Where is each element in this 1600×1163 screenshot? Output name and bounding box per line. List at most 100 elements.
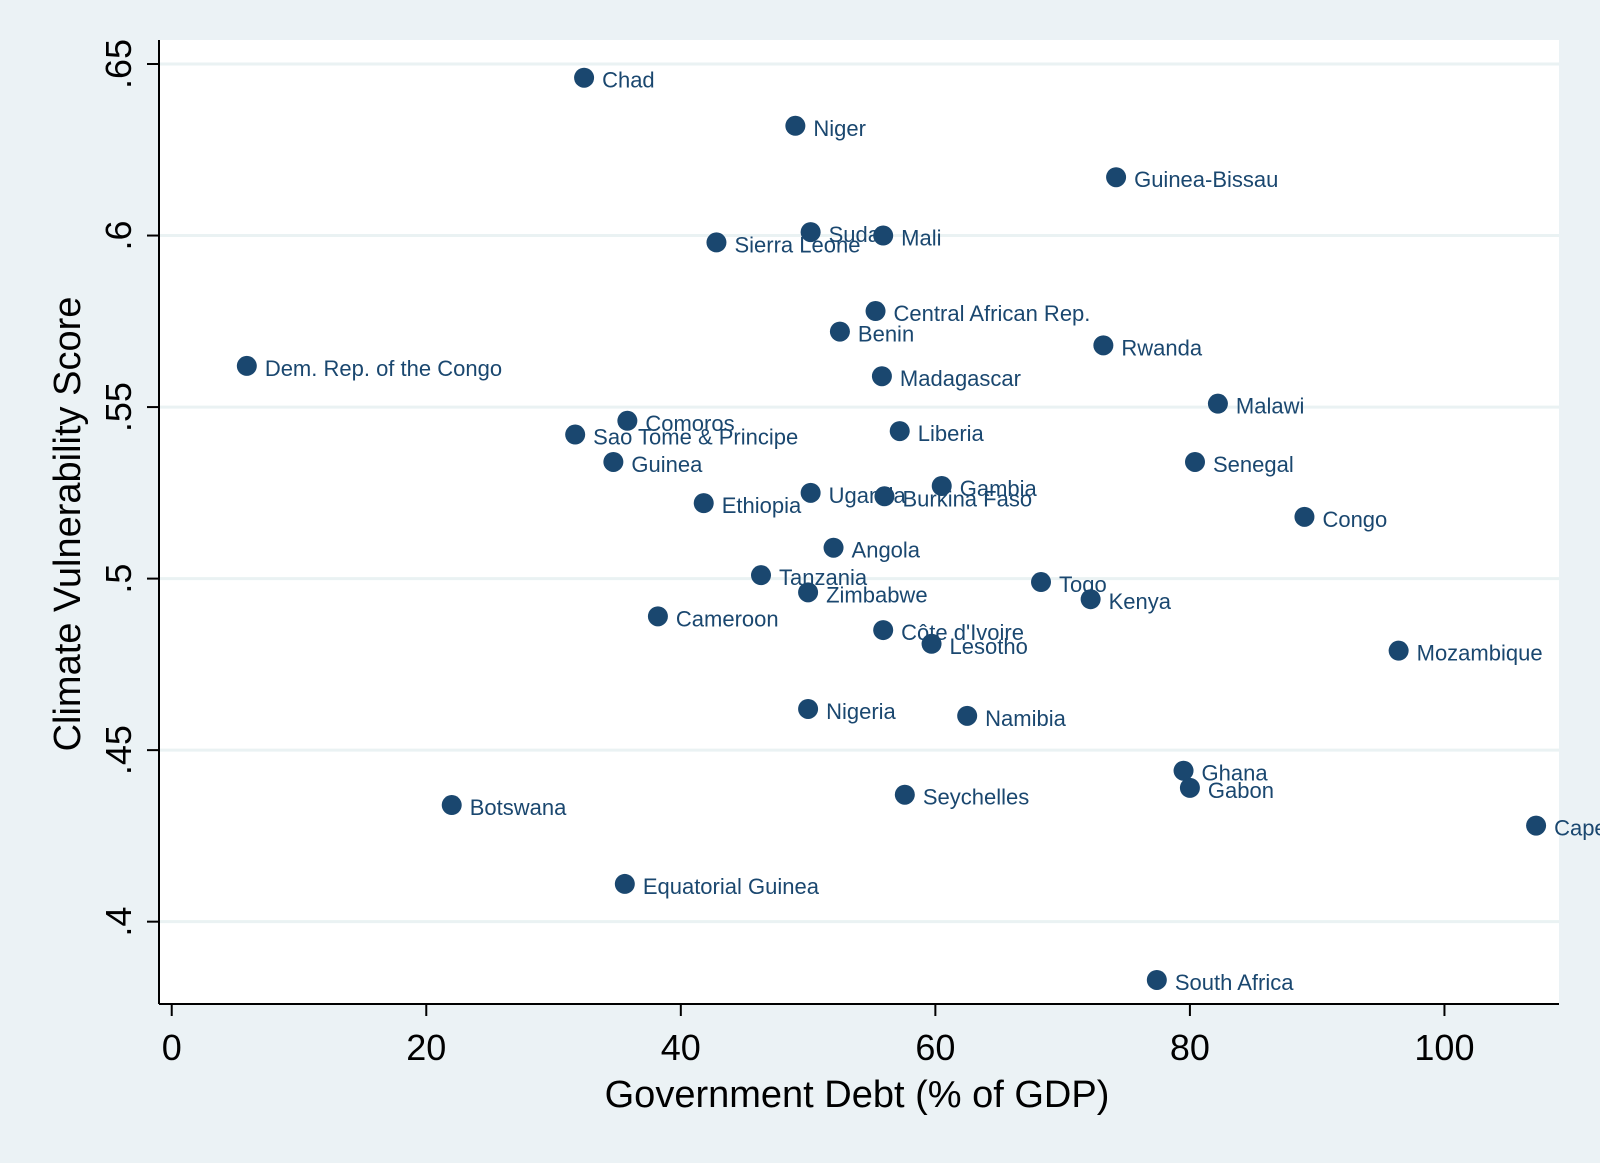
point-marker bbox=[874, 486, 895, 507]
point-label: Burkina Faso bbox=[902, 486, 1032, 511]
point-label: Comoros bbox=[645, 411, 734, 436]
point-label: Sierra Leone bbox=[734, 232, 860, 257]
x-tick-label: 100 bbox=[1414, 1027, 1474, 1068]
data-point: Dem. Rep. of the Congo bbox=[236, 355, 502, 381]
point-label: South Africa bbox=[1175, 970, 1294, 995]
data-point: Burkina Faso bbox=[874, 486, 1032, 511]
point-marker bbox=[603, 451, 624, 472]
data-point: Ghana bbox=[1173, 760, 1269, 786]
data-point: Rwanda bbox=[1093, 335, 1203, 360]
point-label: Rwanda bbox=[1121, 335, 1202, 360]
point-label: Angola bbox=[852, 538, 921, 563]
point-marker bbox=[236, 355, 257, 376]
data-point: Congo bbox=[1294, 506, 1387, 532]
point-label: Kenya bbox=[1109, 589, 1172, 614]
data-point: Central African Rep. bbox=[865, 301, 1091, 326]
data-point: Namibia bbox=[957, 705, 1067, 731]
point-marker bbox=[647, 606, 668, 627]
point-label: Benin bbox=[858, 322, 914, 347]
point-label: Nigeria bbox=[826, 699, 896, 724]
point-marker bbox=[823, 537, 844, 558]
point-label: Central African Rep. bbox=[894, 301, 1091, 326]
y-axis-title: Climate Vulnerability Score bbox=[47, 297, 89, 752]
data-point: Sao Tome & Principe bbox=[565, 424, 798, 450]
axes: .4 .45 .5 .55 .6 .65 0 20 40 60 80 100 bbox=[98, 39, 1559, 1068]
point-marker bbox=[1388, 640, 1409, 661]
point-marker bbox=[871, 366, 892, 387]
data-point: Mozambique bbox=[1388, 640, 1543, 666]
point-label: Uganda bbox=[829, 483, 907, 508]
point-marker bbox=[931, 475, 952, 496]
y-tick-label: .6 bbox=[98, 221, 139, 251]
point-marker bbox=[889, 421, 910, 442]
point-marker bbox=[921, 633, 942, 654]
point-marker bbox=[873, 620, 894, 641]
point-marker bbox=[798, 582, 819, 603]
data-point: Senegal bbox=[1185, 451, 1294, 477]
point-marker bbox=[800, 222, 821, 243]
point-marker bbox=[957, 705, 978, 726]
point-label: Equatorial Guinea bbox=[643, 874, 820, 899]
point-marker bbox=[1173, 760, 1194, 781]
point-marker bbox=[865, 301, 886, 322]
point-marker bbox=[574, 67, 595, 88]
y-tick-label: .65 bbox=[98, 39, 139, 89]
point-marker bbox=[873, 225, 894, 246]
point-label: Chad bbox=[602, 68, 655, 93]
point-marker bbox=[1031, 572, 1051, 593]
y-tick-label: .5 bbox=[98, 564, 139, 594]
point-marker bbox=[798, 698, 819, 719]
data-point: Seychelles bbox=[894, 784, 1029, 810]
point-label: Ghana bbox=[1202, 761, 1269, 786]
point-label: Mozambique bbox=[1417, 641, 1543, 666]
point-marker bbox=[1106, 167, 1127, 188]
point-label: Senegal bbox=[1213, 452, 1294, 477]
point-marker bbox=[829, 321, 850, 342]
point-label: Malawi bbox=[1236, 394, 1304, 419]
point-label: Dem. Rep. of the Congo bbox=[265, 356, 502, 381]
point-label: Sao Tome & Principe bbox=[593, 425, 798, 450]
data-point: Côte d'Ivoire bbox=[873, 620, 1024, 645]
point-marker bbox=[894, 784, 915, 805]
data-point: Comoros bbox=[617, 410, 735, 436]
point-marker bbox=[1207, 393, 1228, 414]
data-point: Niger bbox=[785, 115, 866, 141]
data-point: Togo bbox=[1031, 572, 1107, 597]
point-marker bbox=[706, 232, 727, 253]
data-point: Zimbabwe bbox=[798, 582, 928, 607]
x-tick-label: 60 bbox=[915, 1027, 955, 1068]
point-label: Seychelles bbox=[923, 785, 1029, 810]
x-tick-label: 80 bbox=[1170, 1027, 1210, 1068]
data-point: South Africa bbox=[1146, 969, 1294, 995]
data-point: Malawi bbox=[1207, 393, 1304, 419]
data-point: Madagascar bbox=[871, 366, 1021, 391]
data-point: Kenya bbox=[1080, 589, 1172, 614]
data-point: Sierra Leone bbox=[706, 232, 860, 257]
data-point: Botswana bbox=[441, 795, 567, 820]
x-tick-label: 0 bbox=[162, 1027, 182, 1068]
data-point: Equatorial Guinea bbox=[614, 873, 820, 899]
point-label: Cape Verde bbox=[1554, 816, 1600, 841]
point-label: Ethiopia bbox=[722, 493, 802, 518]
point-label: Gabon bbox=[1208, 778, 1274, 803]
point-marker bbox=[614, 873, 635, 894]
point-marker bbox=[441, 795, 462, 816]
point-label: Togo bbox=[1059, 572, 1107, 597]
point-label: Zimbabwe bbox=[826, 582, 927, 607]
point-marker bbox=[693, 493, 714, 514]
point-label: Guinea bbox=[631, 452, 703, 477]
point-label: Madagascar bbox=[900, 366, 1021, 391]
data-point: Tanzania bbox=[751, 565, 868, 590]
x-tick-label: 40 bbox=[661, 1027, 701, 1068]
y-tick-label: .45 bbox=[98, 725, 139, 775]
x-tick-label: 20 bbox=[406, 1027, 446, 1068]
point-label: Cameroon bbox=[676, 606, 779, 631]
point-label: Botswana bbox=[470, 795, 567, 820]
point-label: Gambia bbox=[960, 476, 1038, 501]
data-point: Cameroon bbox=[647, 606, 779, 631]
point-marker bbox=[785, 115, 806, 136]
data-point: Cape Verde bbox=[1526, 815, 1600, 841]
point-marker bbox=[1179, 777, 1200, 798]
